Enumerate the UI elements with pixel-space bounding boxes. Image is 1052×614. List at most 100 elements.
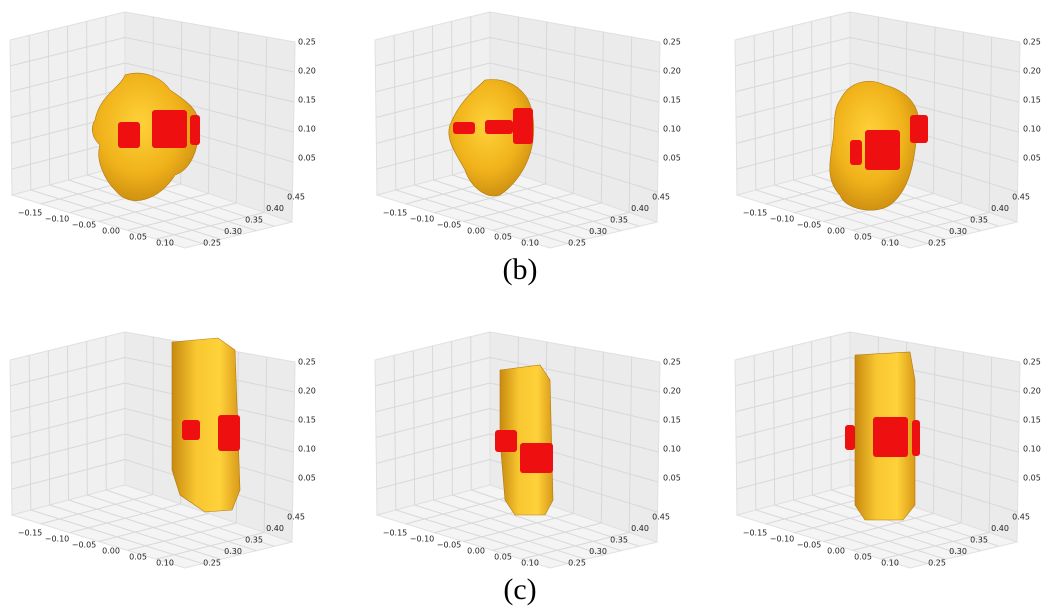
y-tick-label: 0.30	[949, 227, 967, 236]
figure: −0.15−0.10−0.050.000.050.100.250.300.350…	[0, 0, 1052, 610]
z-tick-label: 0.20	[298, 387, 316, 396]
y-tick-label: 0.40	[991, 204, 1009, 213]
x-tick-label: −0.15	[383, 209, 408, 218]
z-tick-label: 0.05	[298, 474, 316, 483]
y-tick-label: 0.30	[949, 547, 967, 556]
x-tick-label: 0.10	[881, 239, 899, 248]
y-tick-label: 0.25	[568, 559, 586, 568]
y-tick-label: 0.30	[589, 227, 607, 236]
x-tick-label: 0.00	[827, 547, 845, 556]
z-tick-label: 0.10	[298, 445, 316, 454]
y-tick-label: 0.25	[928, 559, 946, 568]
y-tick-label: 0.25	[928, 239, 946, 248]
y-tick-label: 0.35	[970, 216, 988, 225]
contact-region	[182, 420, 200, 440]
contact-region	[495, 430, 517, 452]
x-tick-label: −0.15	[383, 529, 408, 538]
x-tick-label: 0.05	[854, 553, 872, 562]
grid-line	[812, 21, 813, 175]
contact-region	[873, 417, 908, 457]
y-tick-label: 0.35	[970, 536, 988, 545]
x-tick-label: −0.05	[437, 221, 462, 230]
x-tick-label: 0.05	[854, 233, 872, 242]
z-tick-label: 0.15	[663, 96, 681, 105]
z-tick-label: 0.15	[1023, 96, 1041, 105]
y-tick-label: 0.45	[1012, 193, 1030, 202]
y-tick-label: 0.25	[568, 239, 586, 248]
grid-line	[812, 341, 813, 495]
contact-region	[190, 115, 200, 145]
z-tick-label: 0.20	[663, 387, 681, 396]
contact-region	[850, 140, 862, 165]
z-tick-label: 0.15	[663, 416, 681, 425]
z-tick-label: 0.15	[298, 416, 316, 425]
grid-line	[87, 21, 88, 175]
y-tick-label: 0.45	[652, 513, 670, 522]
z-tick-label: 0.15	[298, 96, 316, 105]
z-tick-label: 0.10	[663, 445, 681, 454]
y-tick-label: 0.45	[652, 193, 670, 202]
x-tick-label: 0.10	[521, 239, 539, 248]
z-tick-label: 0.20	[298, 67, 316, 76]
z-tick-label: 0.20	[1023, 387, 1041, 396]
caption: (c)	[503, 573, 536, 606]
y-tick-label: 0.30	[224, 227, 242, 236]
z-tick-label: 0.15	[1023, 416, 1041, 425]
z-tick-label: 0.05	[663, 474, 681, 483]
x-tick-label: −0.15	[18, 209, 43, 218]
x-tick-label: 0.00	[827, 227, 845, 236]
y-tick-label: 0.45	[287, 513, 305, 522]
z-tick-label: 0.25	[298, 358, 316, 367]
z-tick-label: 0.05	[298, 154, 316, 163]
contact-region	[865, 130, 900, 170]
y-tick-label: 0.35	[610, 216, 628, 225]
contact-region	[485, 120, 513, 134]
contact-region	[118, 122, 140, 148]
x-tick-label: −0.10	[410, 215, 435, 224]
z-tick-label: 0.05	[1023, 474, 1041, 483]
y-tick-label: 0.25	[203, 239, 221, 248]
z-tick-label: 0.25	[1023, 358, 1041, 367]
z-tick-label: 0.05	[663, 154, 681, 163]
x-tick-label: −0.10	[45, 215, 70, 224]
contact-region	[453, 122, 475, 134]
y-tick-label: 0.35	[245, 216, 263, 225]
x-tick-label: 0.05	[494, 233, 512, 242]
z-tick-label: 0.10	[298, 125, 316, 134]
y-tick-label: 0.35	[610, 536, 628, 545]
x-tick-label: −0.15	[743, 529, 768, 538]
y-tick-label: 0.30	[224, 547, 242, 556]
contact-region	[912, 420, 920, 456]
x-tick-label: −0.05	[797, 221, 822, 230]
y-tick-label: 0.40	[991, 524, 1009, 533]
z-tick-label: 0.25	[1023, 38, 1041, 47]
contact-region	[910, 115, 928, 143]
x-tick-label: 0.05	[494, 553, 512, 562]
z-tick-label: 0.25	[298, 38, 316, 47]
x-tick-label: −0.10	[45, 535, 70, 544]
contact-region	[152, 110, 187, 148]
caption: (b)	[503, 253, 538, 286]
x-tick-label: 0.00	[102, 227, 120, 236]
z-tick-label: 0.25	[663, 358, 681, 367]
x-tick-label: 0.10	[881, 559, 899, 568]
z-tick-label: 0.10	[1023, 445, 1041, 454]
x-tick-label: 0.00	[467, 547, 485, 556]
y-tick-label: 0.30	[589, 547, 607, 556]
x-tick-label: −0.10	[770, 215, 795, 224]
x-tick-label: −0.10	[410, 535, 435, 544]
grid-line	[87, 341, 88, 495]
x-tick-label: −0.05	[72, 541, 97, 550]
x-tick-label: −0.10	[770, 535, 795, 544]
x-tick-label: 0.10	[156, 559, 174, 568]
y-tick-label: 0.40	[266, 524, 284, 533]
z-tick-label: 0.05	[1023, 154, 1041, 163]
contact-region	[218, 415, 240, 451]
x-tick-label: −0.05	[437, 541, 462, 550]
x-tick-label: −0.05	[797, 541, 822, 550]
z-tick-label: 0.10	[1023, 125, 1041, 134]
